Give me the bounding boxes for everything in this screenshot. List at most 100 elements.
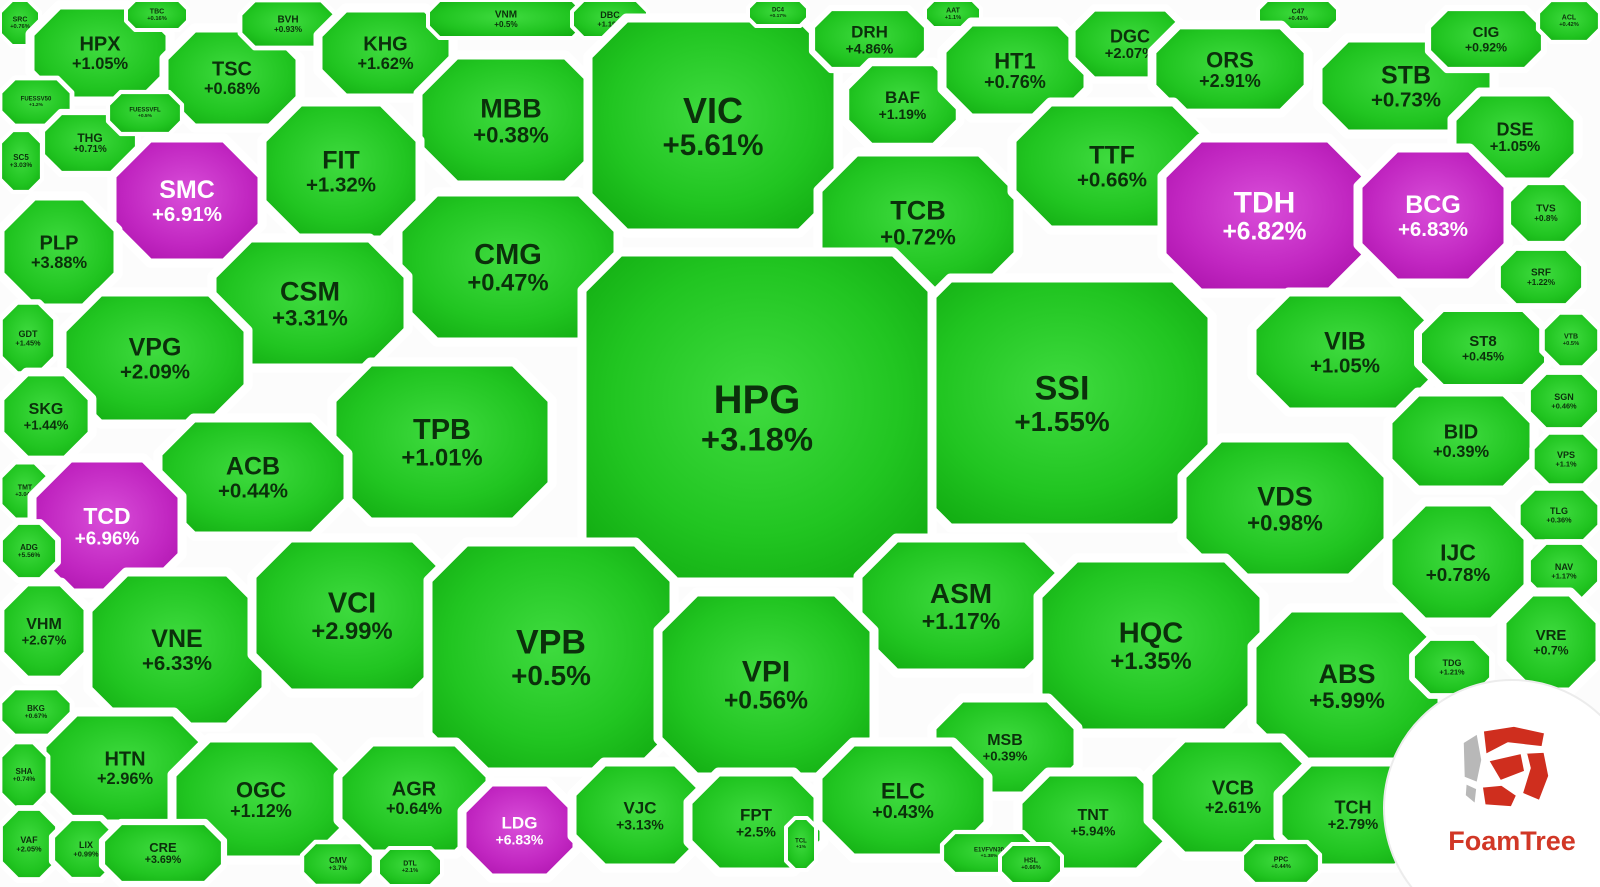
cell-ABS[interactable]: ABS+5.99% xyxy=(1247,603,1447,768)
cell-SHA[interactable]: SHA+0.74% xyxy=(0,739,51,811)
cell-ticker: TBC xyxy=(150,9,164,16)
cell-ACL[interactable]: ACL+0.42% xyxy=(1535,0,1600,45)
cell-ticker: VCB xyxy=(1212,778,1254,800)
cell-ticker: NAV xyxy=(1555,562,1573,572)
cell-VIC[interactable]: VIC+5.61% xyxy=(583,13,843,238)
cell-TCL[interactable]: TCL+1% xyxy=(784,816,818,872)
cell-DC4[interactable]: DC4+0.17% xyxy=(746,0,810,28)
cell-AGR[interactable]: AGR+0.64% xyxy=(333,737,495,859)
cell-ticker: SSI xyxy=(1035,370,1090,408)
cell-ticker: ABS xyxy=(1318,659,1375,689)
cell-PPC[interactable]: PPC+0.44% xyxy=(1239,839,1323,887)
cell-SRF[interactable]: SRF+1.22% xyxy=(1495,245,1587,309)
cell-ticker: SGN xyxy=(1554,392,1574,402)
cell-TDH[interactable]: TDH+6.82% xyxy=(1157,133,1372,298)
cell-HSL[interactable]: HSL+0.66% xyxy=(998,842,1064,886)
cell-ticker: ADG xyxy=(20,543,38,552)
cell-change: +5.56% xyxy=(18,552,41,559)
cell-ORS[interactable]: ORS+2.91% xyxy=(1147,20,1313,118)
cell-shape xyxy=(333,737,495,859)
cell-FUESSVFL[interactable]: FUESSVFL+0.5% xyxy=(105,89,185,137)
cell-change: +1.2% xyxy=(29,102,44,108)
cell-ticker: ACL xyxy=(1562,15,1577,22)
cell-ticker: FPT xyxy=(740,805,773,824)
cell-BCG[interactable]: BCG+6.83% xyxy=(1353,143,1513,288)
cell-ticker: HPX xyxy=(79,34,121,56)
cell-ticker: TTF xyxy=(1089,142,1135,170)
cell-TCD[interactable]: TCD+6.96% xyxy=(27,453,187,598)
cell-change: +6.82% xyxy=(1222,219,1306,246)
cell-SSI[interactable]: SSI+1.55% xyxy=(907,273,1217,533)
cell-FIT[interactable]: FIT+1.32% xyxy=(257,97,425,245)
cell-TLG[interactable]: TLG+0.36% xyxy=(1515,485,1600,545)
cell-ticker: MBB xyxy=(480,94,542,124)
cell-change: +0.56% xyxy=(724,688,808,715)
cell-ticker: CMV xyxy=(329,856,347,865)
cell-shape xyxy=(0,577,93,685)
cell-change: +0.76% xyxy=(984,72,1046,92)
cell-SC5[interactable]: SC5+3.03% xyxy=(0,127,45,195)
cell-VRE[interactable]: VRE+0.7% xyxy=(1497,587,1600,697)
cell-change: +2.99% xyxy=(311,618,392,645)
cell-LDG[interactable]: LDG+6.83% xyxy=(457,777,582,883)
cell-CMV[interactable]: CMV+3.7% xyxy=(299,839,377,887)
cell-VTB[interactable]: VTB+0.5% xyxy=(1539,309,1600,371)
cell-VDS[interactable]: VDS+0.98% xyxy=(1177,433,1393,583)
cell-CMG[interactable]: CMG+0.47% xyxy=(393,187,623,347)
cell-change: +0.93% xyxy=(274,25,303,34)
cell-change: +0.5% xyxy=(138,113,153,119)
cell-change: +1.62% xyxy=(357,55,413,73)
cell-ticker: DSE xyxy=(1496,119,1533,139)
cell-change: +0.39% xyxy=(1433,443,1489,461)
cell-ticker: TCB xyxy=(890,196,946,226)
cell-VHM[interactable]: VHM+2.67% xyxy=(0,577,93,685)
cell-ticker: TPB xyxy=(413,414,471,446)
cell-ticker: VPB xyxy=(516,624,586,662)
cell-shape xyxy=(1535,0,1600,45)
cell-CIG[interactable]: CIG+0.92% xyxy=(1424,4,1548,74)
cell-change: +0.36% xyxy=(1546,515,1572,524)
cell-NAV[interactable]: NAV+1.17% xyxy=(1525,539,1600,603)
cell-VAF[interactable]: VAF+2.05% xyxy=(0,805,61,883)
cell-change: +0.38% xyxy=(473,122,549,147)
cell-TBC[interactable]: TBC+0.16% xyxy=(124,0,190,32)
cell-change: +0.17% xyxy=(770,13,787,19)
cell-change: +1.1% xyxy=(945,15,961,21)
cell-ST8[interactable]: ST8+0.45% xyxy=(1414,304,1552,392)
cell-DTL[interactable]: DTL+2.1% xyxy=(376,846,444,887)
cell-GDT[interactable]: GDT+1.45% xyxy=(0,299,59,377)
cell-VJC[interactable]: VJC+3.13% xyxy=(567,757,713,873)
cell-VPB[interactable]: VPB+0.5% xyxy=(423,537,679,777)
cell-VPS[interactable]: VPS+1.1% xyxy=(1529,429,1600,489)
cell-change: +0.16% xyxy=(147,16,167,22)
cell-CRE[interactable]: CRE+3.69% xyxy=(98,818,228,887)
cell-IJC[interactable]: IJC+0.78% xyxy=(1383,497,1533,627)
cell-ticker: BVH xyxy=(277,14,298,25)
cell-VCI[interactable]: VCI+2.99% xyxy=(247,533,457,698)
cell-ticker: HSL xyxy=(1024,858,1039,865)
foamtree-logo[interactable]: FoamTree xyxy=(1383,679,1600,887)
cell-ticker: VPS xyxy=(1557,450,1575,460)
cell-HQC[interactable]: HQC+1.35% xyxy=(1033,553,1269,738)
cell-ADG[interactable]: ADG+5.56% xyxy=(0,519,61,583)
cell-change: +1.44% xyxy=(24,417,69,432)
cell-BVH[interactable]: BVH+0.93% xyxy=(237,0,339,51)
cell-TVS[interactable]: TVS+0.8% xyxy=(1504,178,1588,248)
cell-change: +2.91% xyxy=(1199,71,1261,91)
cell-VNM[interactable]: VNM+0.5% xyxy=(426,0,586,40)
cell-change: +0.92% xyxy=(1465,40,1507,54)
cell-change: +3.18% xyxy=(701,421,813,458)
cell-VNE[interactable]: VNE+6.33% xyxy=(83,567,271,732)
cell-HPG[interactable]: HPG+3.18% xyxy=(577,247,937,587)
cell-ticker: FIT xyxy=(322,147,360,175)
cell-ticker: LDG xyxy=(502,813,538,832)
cell-MBB[interactable]: MBB+0.38% xyxy=(413,50,609,190)
cell-SGN[interactable]: SGN+0.46% xyxy=(1525,369,1600,433)
cell-change: +3.7% xyxy=(329,865,348,872)
cell-ASM[interactable]: ASM+1.17% xyxy=(853,533,1069,678)
cell-SKG[interactable]: SKG+1.44% xyxy=(0,367,97,465)
cell-BID[interactable]: BID+0.39% xyxy=(1383,387,1539,495)
cell-TPB[interactable]: TPB+1.01% xyxy=(327,357,557,527)
cell-shape xyxy=(124,0,190,32)
cell-VPG[interactable]: VPG+2.09% xyxy=(57,287,253,429)
